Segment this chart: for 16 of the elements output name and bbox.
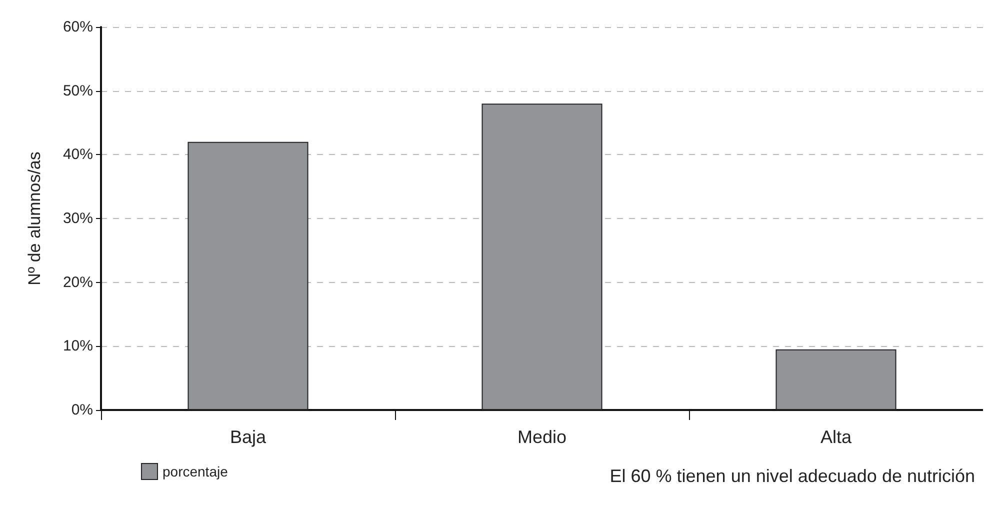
- x-tick-label: Alta: [820, 427, 852, 447]
- bar: [482, 104, 602, 410]
- x-tick-label: Medio: [517, 427, 567, 447]
- y-tick-label: 40%: [62, 146, 93, 164]
- legend-label: porcentaje: [162, 464, 228, 480]
- y-tick-label: 10%: [62, 338, 93, 355]
- y-tick-label: 30%: [62, 210, 93, 227]
- bar: [188, 142, 308, 410]
- y-tick-label: 20%: [62, 274, 93, 291]
- y-axis-title: Nº de alumnos/as: [25, 152, 44, 286]
- y-tick-label: 50%: [62, 82, 93, 100]
- bar: [776, 349, 896, 410]
- text: El 60 % tienen un nivel adecuado de nutrición: [610, 466, 976, 486]
- y-tick-label: 60%: [62, 18, 93, 36]
- y-tick-label: 0%: [71, 402, 93, 418]
- x-tick-label: Baja: [230, 427, 267, 447]
